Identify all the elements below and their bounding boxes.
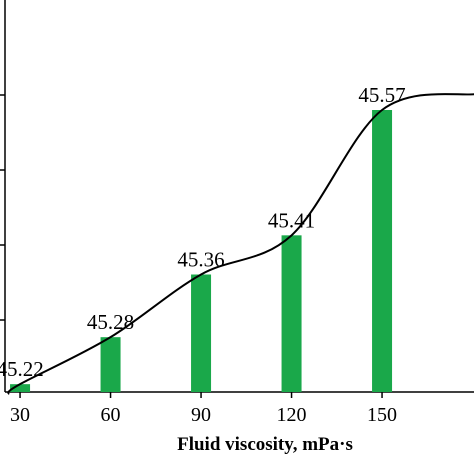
data-label: 45.36: [177, 248, 224, 272]
bar: [281, 235, 302, 392]
bar: [191, 274, 212, 392]
data-label: 45.57: [358, 83, 405, 107]
data-label: 45.28: [87, 310, 134, 334]
x-tick-label: 150: [367, 404, 397, 426]
data-labels: 45.22 45.28 45.36 45.41 45.57: [0, 83, 406, 381]
x-tick-label: 30: [10, 404, 30, 426]
axes: [0, 0, 474, 393]
bar: [100, 337, 121, 392]
bar: [372, 110, 393, 392]
bars: [10, 110, 393, 392]
bar: [10, 384, 31, 392]
trend-line: [7, 93, 474, 395]
x-tick-label: 60: [101, 404, 121, 426]
x-axis-label: Fluid viscosity, mPa·s: [177, 434, 353, 455]
data-label: 45.22: [0, 357, 44, 381]
x-ticks: 30 60 90 120 150: [10, 392, 397, 426]
data-label: 45.41: [268, 208, 315, 232]
x-tick-label: 90: [191, 404, 211, 426]
x-tick-label: 120: [277, 404, 307, 426]
